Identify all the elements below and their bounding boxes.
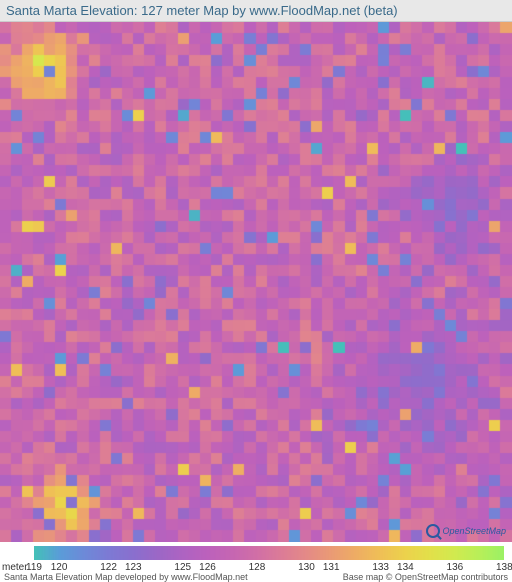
- legend-tick: 131: [323, 562, 340, 573]
- credit-left: Santa Marta Elevation Map developed by w…: [4, 572, 248, 582]
- page-title: Santa Marta Elevation: 127 meter Map by …: [6, 3, 398, 18]
- osm-attribution[interactable]: OpenStreetMap: [426, 524, 506, 538]
- credit-right: Base map © OpenStreetMap contributors: [343, 572, 508, 582]
- legend-gradient: [34, 546, 504, 560]
- elevation-map: OpenStreetMap: [0, 22, 512, 542]
- elevation-heatmap-canvas: [0, 22, 512, 542]
- title-bar: Santa Marta Elevation: 127 meter Map by …: [0, 0, 512, 22]
- osm-label: OpenStreetMap: [442, 526, 506, 536]
- elevation-legend: meter 1191201221231251261281301311331341…: [0, 542, 512, 582]
- search-icon: [426, 524, 440, 538]
- legend-tick: 128: [249, 562, 266, 573]
- legend-tick: 130: [298, 562, 315, 573]
